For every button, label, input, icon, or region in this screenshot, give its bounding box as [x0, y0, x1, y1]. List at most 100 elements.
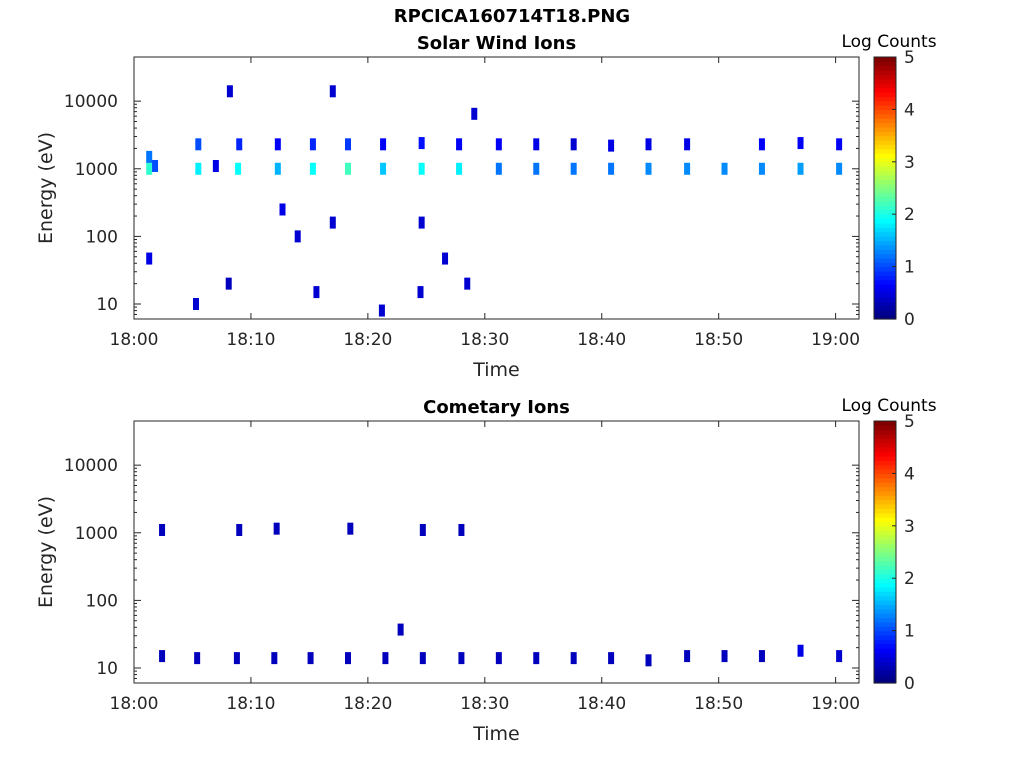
colorbar-segment	[874, 249, 896, 255]
colorbar-segment	[874, 442, 896, 448]
colorbar-segment	[874, 122, 896, 128]
data-cell	[382, 652, 389, 665]
colorbar-segment	[874, 678, 896, 684]
data-cell	[329, 216, 336, 229]
data-cell	[159, 650, 166, 663]
colorbar-segment	[874, 118, 896, 124]
colorbar-segment	[874, 582, 896, 588]
data-cell	[495, 138, 502, 151]
data-cell	[419, 523, 426, 536]
colorbar-segment	[874, 648, 896, 654]
colorbar-segment	[874, 179, 896, 185]
colorbar-segment	[874, 205, 896, 211]
colorbar-segment	[874, 560, 896, 566]
colorbar-segment	[874, 643, 896, 649]
colorbar-segment	[874, 425, 896, 431]
colorbar-segment	[874, 464, 896, 470]
data-cell	[570, 652, 577, 665]
data-cell	[146, 150, 153, 163]
data-cell	[533, 652, 540, 665]
colorbar-segment	[874, 183, 896, 189]
colorbar-segment	[874, 266, 896, 272]
colorbar-segment	[874, 292, 896, 298]
colorbar-segment	[874, 604, 896, 610]
y-tick-label: 10000	[64, 92, 118, 112]
colorbar-segment	[874, 530, 896, 536]
colorbar-segment	[874, 460, 896, 466]
data-cell	[418, 137, 425, 150]
colorbar-tick-label: 3	[904, 517, 915, 537]
colorbar-segment	[874, 227, 896, 233]
x-tick-label: 18:50	[694, 330, 743, 350]
data-cell	[195, 138, 202, 151]
colorbar-segment	[874, 262, 896, 268]
colorbar-segment	[874, 157, 896, 163]
colorbar-segment	[874, 552, 896, 557]
data-cell	[458, 523, 465, 536]
colorbar-segment	[874, 482, 896, 488]
data-cell	[273, 522, 280, 535]
colorbar-segment	[874, 126, 896, 132]
colorbar-segment	[874, 61, 896, 67]
colorbar-segment	[874, 188, 896, 193]
colorbar-label: Log Counts	[841, 32, 936, 52]
data-cell	[645, 138, 652, 151]
colorbar-tick-label: 2	[904, 569, 915, 589]
data-cell	[380, 138, 387, 151]
colorbar-segment	[874, 556, 896, 562]
data-cell	[309, 138, 316, 151]
data-cell	[458, 652, 465, 665]
colorbar-segment	[874, 630, 896, 636]
colorbar-segment	[874, 634, 896, 640]
colorbar-segment	[874, 547, 896, 553]
colorbar-segment	[874, 153, 896, 159]
data-cell	[309, 162, 316, 175]
x-tick-label: 18:10	[226, 330, 275, 350]
data-cell	[192, 298, 199, 311]
colorbar-tick-label: 5	[904, 412, 915, 432]
x-axis-label: Time	[472, 723, 520, 745]
colorbar-segment	[874, 538, 896, 544]
colorbar-segment	[874, 586, 896, 592]
colorbar-segment	[874, 626, 896, 632]
data-cell	[146, 162, 153, 175]
data-cell	[684, 138, 691, 151]
figure-title: RPCICA160714T18.PNG	[393, 6, 631, 27]
colorbar-segment	[874, 91, 896, 97]
colorbar-segment	[874, 508, 896, 514]
colorbar-segment	[874, 669, 896, 675]
colorbar-tick-label: 3	[904, 153, 915, 173]
colorbar-segment	[874, 279, 896, 285]
plot-frame	[133, 56, 860, 320]
data-cell	[645, 654, 652, 667]
x-tick-label: 18:20	[343, 330, 392, 350]
data-cell	[159, 523, 166, 536]
colorbar-tick-label: 1	[904, 258, 915, 278]
colorbar-segment	[874, 621, 896, 627]
colorbar-segment	[874, 617, 896, 623]
colorbar-segment	[874, 490, 896, 496]
colorbar-segment	[874, 451, 896, 457]
data-cell	[235, 162, 242, 175]
colorbar-segment	[874, 192, 896, 198]
data-cell	[684, 650, 691, 663]
data-cell	[797, 644, 804, 657]
colorbar-segment	[874, 74, 896, 80]
data-cell	[152, 159, 159, 172]
colorbar-segment	[874, 600, 896, 605]
data-cell	[684, 162, 691, 175]
colorbar-segment	[874, 608, 896, 614]
data-cell	[419, 652, 426, 665]
x-tick-label: 18:00	[110, 330, 159, 350]
data-cell	[645, 162, 652, 175]
x-tick-label: 18:10	[226, 694, 275, 714]
data-cell	[721, 162, 728, 175]
y-axis-label: Energy (eV)	[35, 496, 57, 608]
colorbar-segment	[874, 569, 896, 575]
x-tick-label: 19:00	[811, 694, 860, 714]
colorbar-segment	[874, 639, 896, 645]
colorbar-segment	[874, 214, 896, 220]
colorbar-segment	[874, 161, 896, 167]
colorbar-tick-label: 1	[904, 622, 915, 642]
